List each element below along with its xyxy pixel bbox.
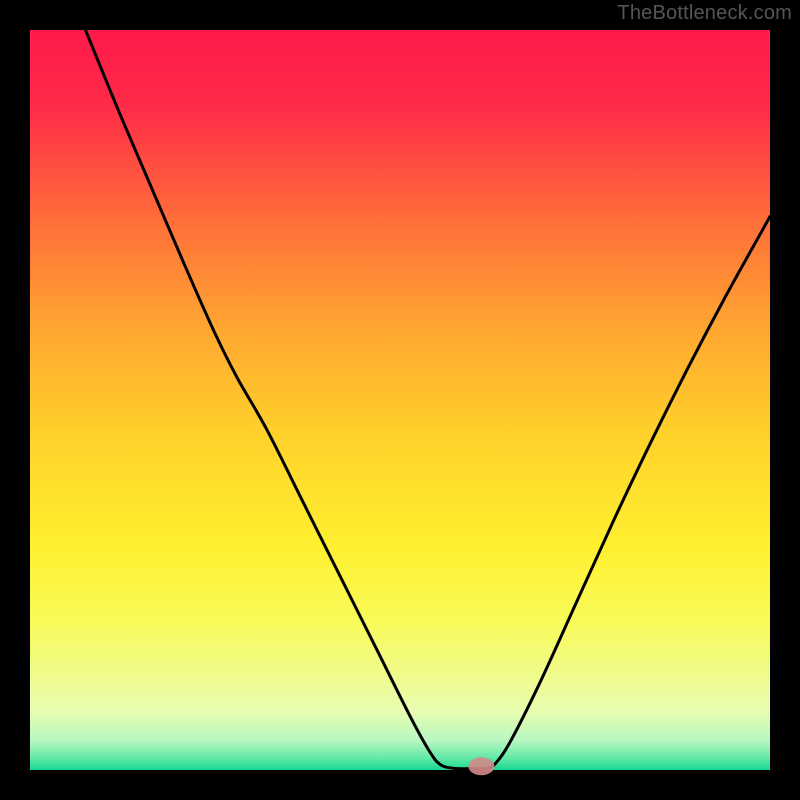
chart-svg [0, 0, 800, 800]
watermark-text: TheBottleneck.com [617, 2, 792, 25]
optimal-marker [468, 757, 494, 775]
plot-background [30, 30, 770, 770]
bottleneck-chart: TheBottleneck.com [0, 0, 800, 800]
